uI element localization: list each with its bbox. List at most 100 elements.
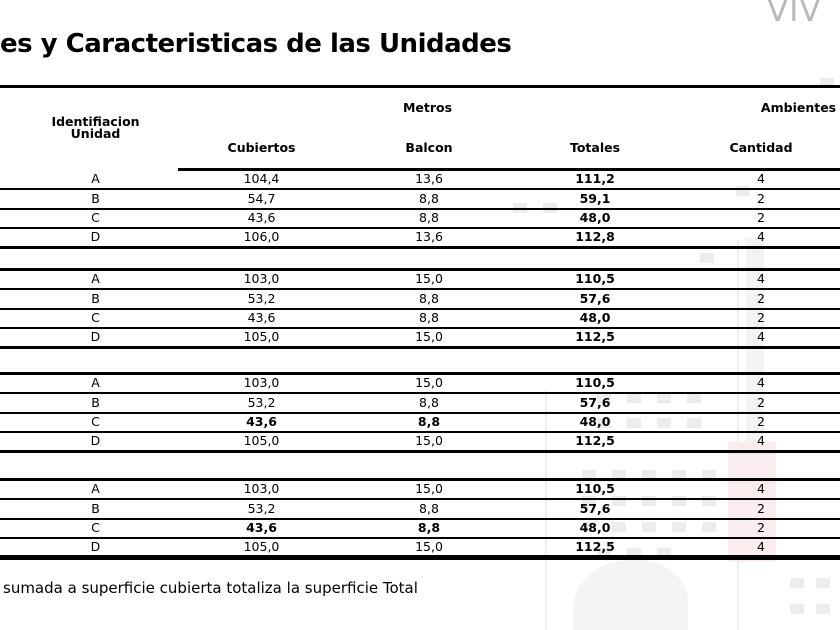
cell-totales: 57,6 bbox=[513, 393, 678, 414]
cut-cell bbox=[0, 412, 13, 433]
table-row: C 43,6 8,8 48,0 2 bbox=[0, 412, 840, 433]
cell-cubiertos: 43,6 bbox=[178, 518, 345, 539]
cell-cubiertos: 53,2 bbox=[178, 393, 345, 414]
units-table: Identifiacion Unidad Metros Ambientes Cu… bbox=[0, 85, 840, 560]
cell-totales: 112,5 bbox=[513, 432, 678, 453]
cell-unidad: D bbox=[13, 328, 178, 349]
separator-cell bbox=[0, 450, 678, 481]
header-balcon: Balcon bbox=[345, 128, 513, 171]
table-row: D 105,0 15,0 112,5 4 bbox=[0, 328, 840, 349]
cell-totales: 48,0 bbox=[513, 518, 678, 539]
table-row: A 103,0 15,0 110,5 4 bbox=[0, 269, 840, 290]
cell-totales: 112,8 bbox=[513, 228, 678, 249]
cell-unidad: B bbox=[13, 189, 178, 210]
cell-totales: 110,5 bbox=[513, 479, 678, 500]
cell-unidad: D bbox=[13, 432, 178, 453]
table-row: B 53,2 8,8 57,6 2 bbox=[0, 289, 840, 310]
cell-cantidad: 4 bbox=[677, 479, 840, 500]
cell-balcon: 15,0 bbox=[345, 373, 513, 394]
table-row: A 103,0 15,0 110,5 4 bbox=[0, 479, 840, 500]
cell-totales: 110,5 bbox=[513, 373, 678, 394]
cell-unidad: A bbox=[13, 373, 178, 394]
cell-cantidad: 2 bbox=[677, 308, 840, 329]
header-ambientes: Ambientes bbox=[677, 85, 840, 129]
separator-cell bbox=[0, 246, 678, 271]
cell-unidad: A bbox=[13, 269, 178, 290]
footnote: sumada a superficie cubierta totaliza la… bbox=[3, 579, 418, 597]
table-row: B 54,7 8,8 59,1 2 bbox=[0, 189, 840, 210]
header-metros: Metros bbox=[178, 85, 678, 129]
table-row: D 105,0 15,0 112,5 4 bbox=[0, 538, 840, 560]
table-row: B 53,2 8,8 57,6 2 bbox=[0, 499, 840, 520]
cell-balcon: 15,0 bbox=[345, 538, 513, 560]
cell-totales: 48,0 bbox=[513, 308, 678, 329]
header-cubiertos: Cubiertos bbox=[178, 128, 345, 171]
cell-unidad: D bbox=[13, 538, 178, 560]
cell-cubiertos: 106,0 bbox=[178, 228, 345, 249]
watermark-window bbox=[790, 604, 804, 614]
page-title: es y Caracteristicas de las Unidades bbox=[0, 29, 512, 59]
cut-cell bbox=[0, 328, 13, 349]
cut-cell bbox=[0, 499, 13, 520]
cell-cantidad: 4 bbox=[677, 328, 840, 349]
cell-unidad: B bbox=[13, 499, 178, 520]
watermark-window bbox=[790, 578, 804, 588]
cell-cubiertos: 103,0 bbox=[178, 373, 345, 394]
header-identificacion: Identifiacion bbox=[51, 113, 140, 129]
watermark-window bbox=[820, 78, 834, 88]
cell-cubiertos: 105,0 bbox=[178, 538, 345, 560]
cell-cantidad: 4 bbox=[677, 538, 840, 560]
cell-unidad: A bbox=[13, 479, 178, 500]
cell-totales: 112,5 bbox=[513, 538, 678, 560]
cell-totales: 112,5 bbox=[513, 328, 678, 349]
cell-cantidad: 2 bbox=[677, 412, 840, 433]
cell-balcon: 15,0 bbox=[345, 328, 513, 349]
cell-cantidad: 2 bbox=[677, 393, 840, 414]
table-row: C 43,6 8,8 48,0 2 bbox=[0, 308, 840, 329]
cut-cell bbox=[0, 189, 13, 210]
cut-cell bbox=[0, 308, 13, 329]
cell-unidad: D bbox=[13, 228, 178, 249]
separator-row bbox=[0, 450, 840, 481]
cell-unidad: B bbox=[13, 289, 178, 310]
cell-totales: 48,0 bbox=[513, 208, 678, 229]
cell-cantidad: 4 bbox=[677, 373, 840, 394]
cell-cubiertos: 104,4 bbox=[178, 169, 345, 190]
cell-totales: 110,5 bbox=[513, 269, 678, 290]
separator-cell bbox=[677, 246, 840, 271]
cell-cubiertos: 43,6 bbox=[178, 412, 345, 433]
cell-unidad: C bbox=[13, 518, 178, 539]
cell-cantidad: 4 bbox=[677, 269, 840, 290]
table-row: D 105,0 15,0 112,5 4 bbox=[0, 432, 840, 453]
cell-balcon: 15,0 bbox=[345, 269, 513, 290]
cut-cell bbox=[0, 169, 13, 190]
header-row-1: Identifiacion Unidad Metros Ambientes bbox=[0, 85, 840, 170]
cell-balcon: 8,8 bbox=[345, 518, 513, 539]
cell-cubiertos: 53,2 bbox=[178, 289, 345, 310]
cell-balcon: 8,8 bbox=[345, 208, 513, 229]
header-unidad: Unidad bbox=[70, 126, 121, 142]
cell-cantidad: 2 bbox=[677, 499, 840, 520]
table-row: D 106,0 13,6 112,8 4 bbox=[0, 228, 840, 249]
cell-balcon: 8,8 bbox=[345, 289, 513, 310]
cell-balcon: 8,8 bbox=[345, 308, 513, 329]
separator-row bbox=[0, 346, 840, 375]
cut-cell bbox=[0, 518, 13, 539]
header-row-2: Cubiertos Balcon Totales Cantidad bbox=[0, 128, 840, 171]
cell-balcon: 15,0 bbox=[345, 479, 513, 500]
cut-cell bbox=[0, 538, 13, 560]
cell-cubiertos: 43,6 bbox=[178, 308, 345, 329]
cell-balcon: 8,8 bbox=[345, 499, 513, 520]
corner-watermark-text: VIV bbox=[767, 0, 822, 29]
cell-unidad: C bbox=[13, 308, 178, 329]
cut-cell bbox=[0, 289, 13, 310]
table-row: C 43,6 8,8 48,0 2 bbox=[0, 518, 840, 539]
cell-totales: 59,1 bbox=[513, 189, 678, 210]
cell-cubiertos: 105,0 bbox=[178, 432, 345, 453]
cut-cell bbox=[0, 432, 13, 453]
separator-cell bbox=[677, 346, 840, 375]
cell-cantidad: 2 bbox=[677, 189, 840, 210]
cell-cubiertos: 105,0 bbox=[178, 328, 345, 349]
cell-cantidad: 2 bbox=[677, 518, 840, 539]
